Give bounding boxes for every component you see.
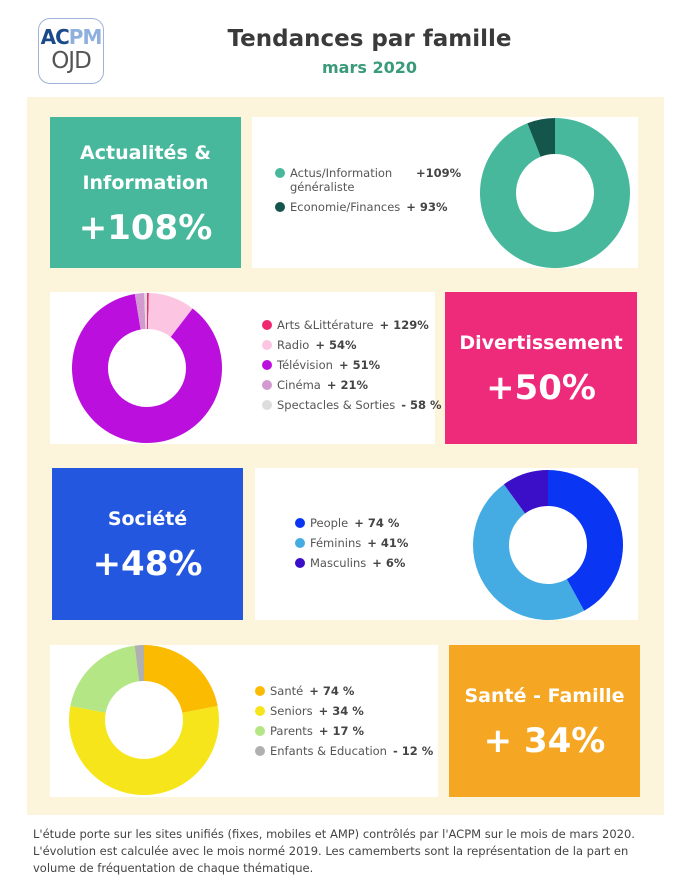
legend-dot: [275, 202, 285, 212]
legend-value: + 129%: [379, 318, 429, 332]
donut-slice-santé: [144, 645, 218, 713]
legend-item: Télévision + 51%: [262, 358, 442, 372]
family-value: +48%: [92, 544, 203, 584]
legend-label: Féminins: [310, 536, 362, 550]
legend-item: Parents + 17 %: [255, 724, 433, 738]
donut-slice-télévision: [71, 293, 222, 443]
family-name: Actualités &: [80, 141, 211, 164]
legend-value: + 41%: [367, 536, 409, 550]
legend-label: Radio: [277, 338, 310, 352]
legend-dot: [255, 726, 265, 736]
family-name: Divertissement: [459, 332, 623, 354]
legend-dot: [295, 558, 305, 568]
legend-item: Arts &Littérature + 129%: [262, 318, 442, 332]
legend-value: + 6%: [372, 556, 406, 570]
legend-item: Seniors + 34 %: [255, 704, 433, 718]
family-value: +50%: [486, 368, 596, 408]
family-value: + 34%: [483, 721, 606, 761]
legend-dot: [262, 360, 272, 370]
donut-chart-sante: [69, 645, 219, 795]
family-box-sante: Santé - Famille + 34%: [449, 645, 640, 797]
legend-value: +109%: [416, 166, 462, 180]
legend-item: People + 74 %: [295, 516, 408, 530]
donut-slice-spectacles-sorties: [144, 293, 147, 330]
family-box-actualites: Actualités & Information +108%: [50, 117, 241, 268]
legend-label: People: [310, 516, 349, 530]
donut-slice-enfants-education: [134, 645, 144, 682]
donut-slice-féminins: [472, 484, 585, 620]
legend-label: Masculins: [310, 556, 367, 570]
legend-label: Economie/Finances: [290, 200, 401, 214]
acpm-ojd-logo: ACPM OJD: [38, 18, 104, 84]
legend-item: Masculins + 6%: [295, 556, 408, 570]
legend-label: Enfants & Education: [270, 744, 387, 758]
legend-dot: [275, 168, 285, 178]
legend-dot: [295, 538, 305, 548]
legend-label: Santé: [270, 684, 304, 698]
donut-slice-people: [548, 470, 624, 611]
donut-slice-economie-finances: [527, 118, 555, 157]
donut-chart-divertissement: [71, 293, 222, 443]
legend-societe: People + 74 % Féminins + 41% Masculins + 6%: [295, 516, 408, 576]
legend-value: + 93%: [406, 200, 448, 214]
legend-item: Spectacles & Sorties - 58 %: [262, 398, 442, 412]
legend-divertissement: Arts &Littérature + 129% Radio + 54% Télévis…: [262, 318, 442, 418]
donut-chart-actualites: [480, 118, 630, 268]
donut-slice-seniors: [69, 705, 219, 795]
legend-dot: [262, 340, 272, 350]
legend-label: Parents: [270, 724, 313, 738]
legend-dot: [255, 746, 265, 756]
family-name: Santé - Famille: [464, 685, 625, 707]
donut-slice-masculins: [503, 470, 548, 514]
legend-dot: [262, 400, 272, 410]
legend-item: Féminins + 41%: [295, 536, 408, 550]
donut-slice-radio: [147, 293, 193, 338]
donut-slice-cinéma: [134, 293, 146, 330]
legend-label: Cinéma: [277, 378, 321, 392]
family-value: +108%: [78, 207, 213, 248]
legend-item: Economie/Finances + 93%: [275, 200, 461, 214]
family-name: Société: [107, 508, 188, 530]
legend-item: Cinéma + 21%: [262, 378, 442, 392]
family-box-divertissement: Divertissement +50%: [445, 292, 637, 444]
donut-slice-arts-littérature: [147, 293, 149, 330]
legend-label: Télévision: [277, 358, 333, 372]
legend-value: + 74 %: [309, 684, 355, 698]
family-box-societe: Société +48%: [52, 468, 243, 620]
legend-value: + 54%: [315, 338, 357, 352]
legend-item: Santé + 74 %: [255, 684, 433, 698]
donut-chart-societe: [472, 470, 624, 620]
legend-sante: Santé + 74 % Seniors + 34 % Parents + 17 % Enf…: [255, 684, 433, 764]
page-subtitle: mars 2020: [322, 58, 417, 77]
legend-value: + 21%: [326, 378, 369, 392]
legend-label: Seniors: [270, 704, 313, 718]
legend-value: - 58 %: [401, 398, 442, 412]
legend-value: + 34 %: [318, 704, 364, 718]
footnote: L'étude porte sur les sites unifiés (fix…: [33, 827, 635, 875]
legend-item: Enfants & Education - 12 %: [255, 744, 433, 758]
legend-dot: [295, 518, 305, 528]
legend-dot: [255, 706, 265, 716]
donut-slice-actus-information-généraliste: [480, 118, 630, 268]
legend-value: - 12 %: [392, 744, 434, 758]
legend-dot: [262, 380, 272, 390]
legend-item: Radio + 54%: [262, 338, 442, 352]
legend-actualites: Actus/Information généraliste +109% Econo…: [275, 166, 461, 220]
legend-value: + 74 %: [354, 516, 400, 530]
donut-slice-parents: [70, 645, 140, 713]
legend-label: Spectacles & Sorties: [277, 398, 396, 412]
legend-value: + 17 %: [318, 724, 364, 738]
legend-label: Actus/Information généraliste: [290, 166, 393, 194]
page-title: Tendances par famille: [227, 26, 512, 52]
family-name: Information: [82, 171, 209, 194]
legend-label: Arts &Littérature: [277, 318, 374, 332]
legend-value: + 51%: [338, 358, 381, 372]
legend-dot: [262, 320, 272, 330]
legend-item: Actus/Information généraliste +109%: [275, 166, 461, 194]
legend-dot: [255, 686, 265, 696]
